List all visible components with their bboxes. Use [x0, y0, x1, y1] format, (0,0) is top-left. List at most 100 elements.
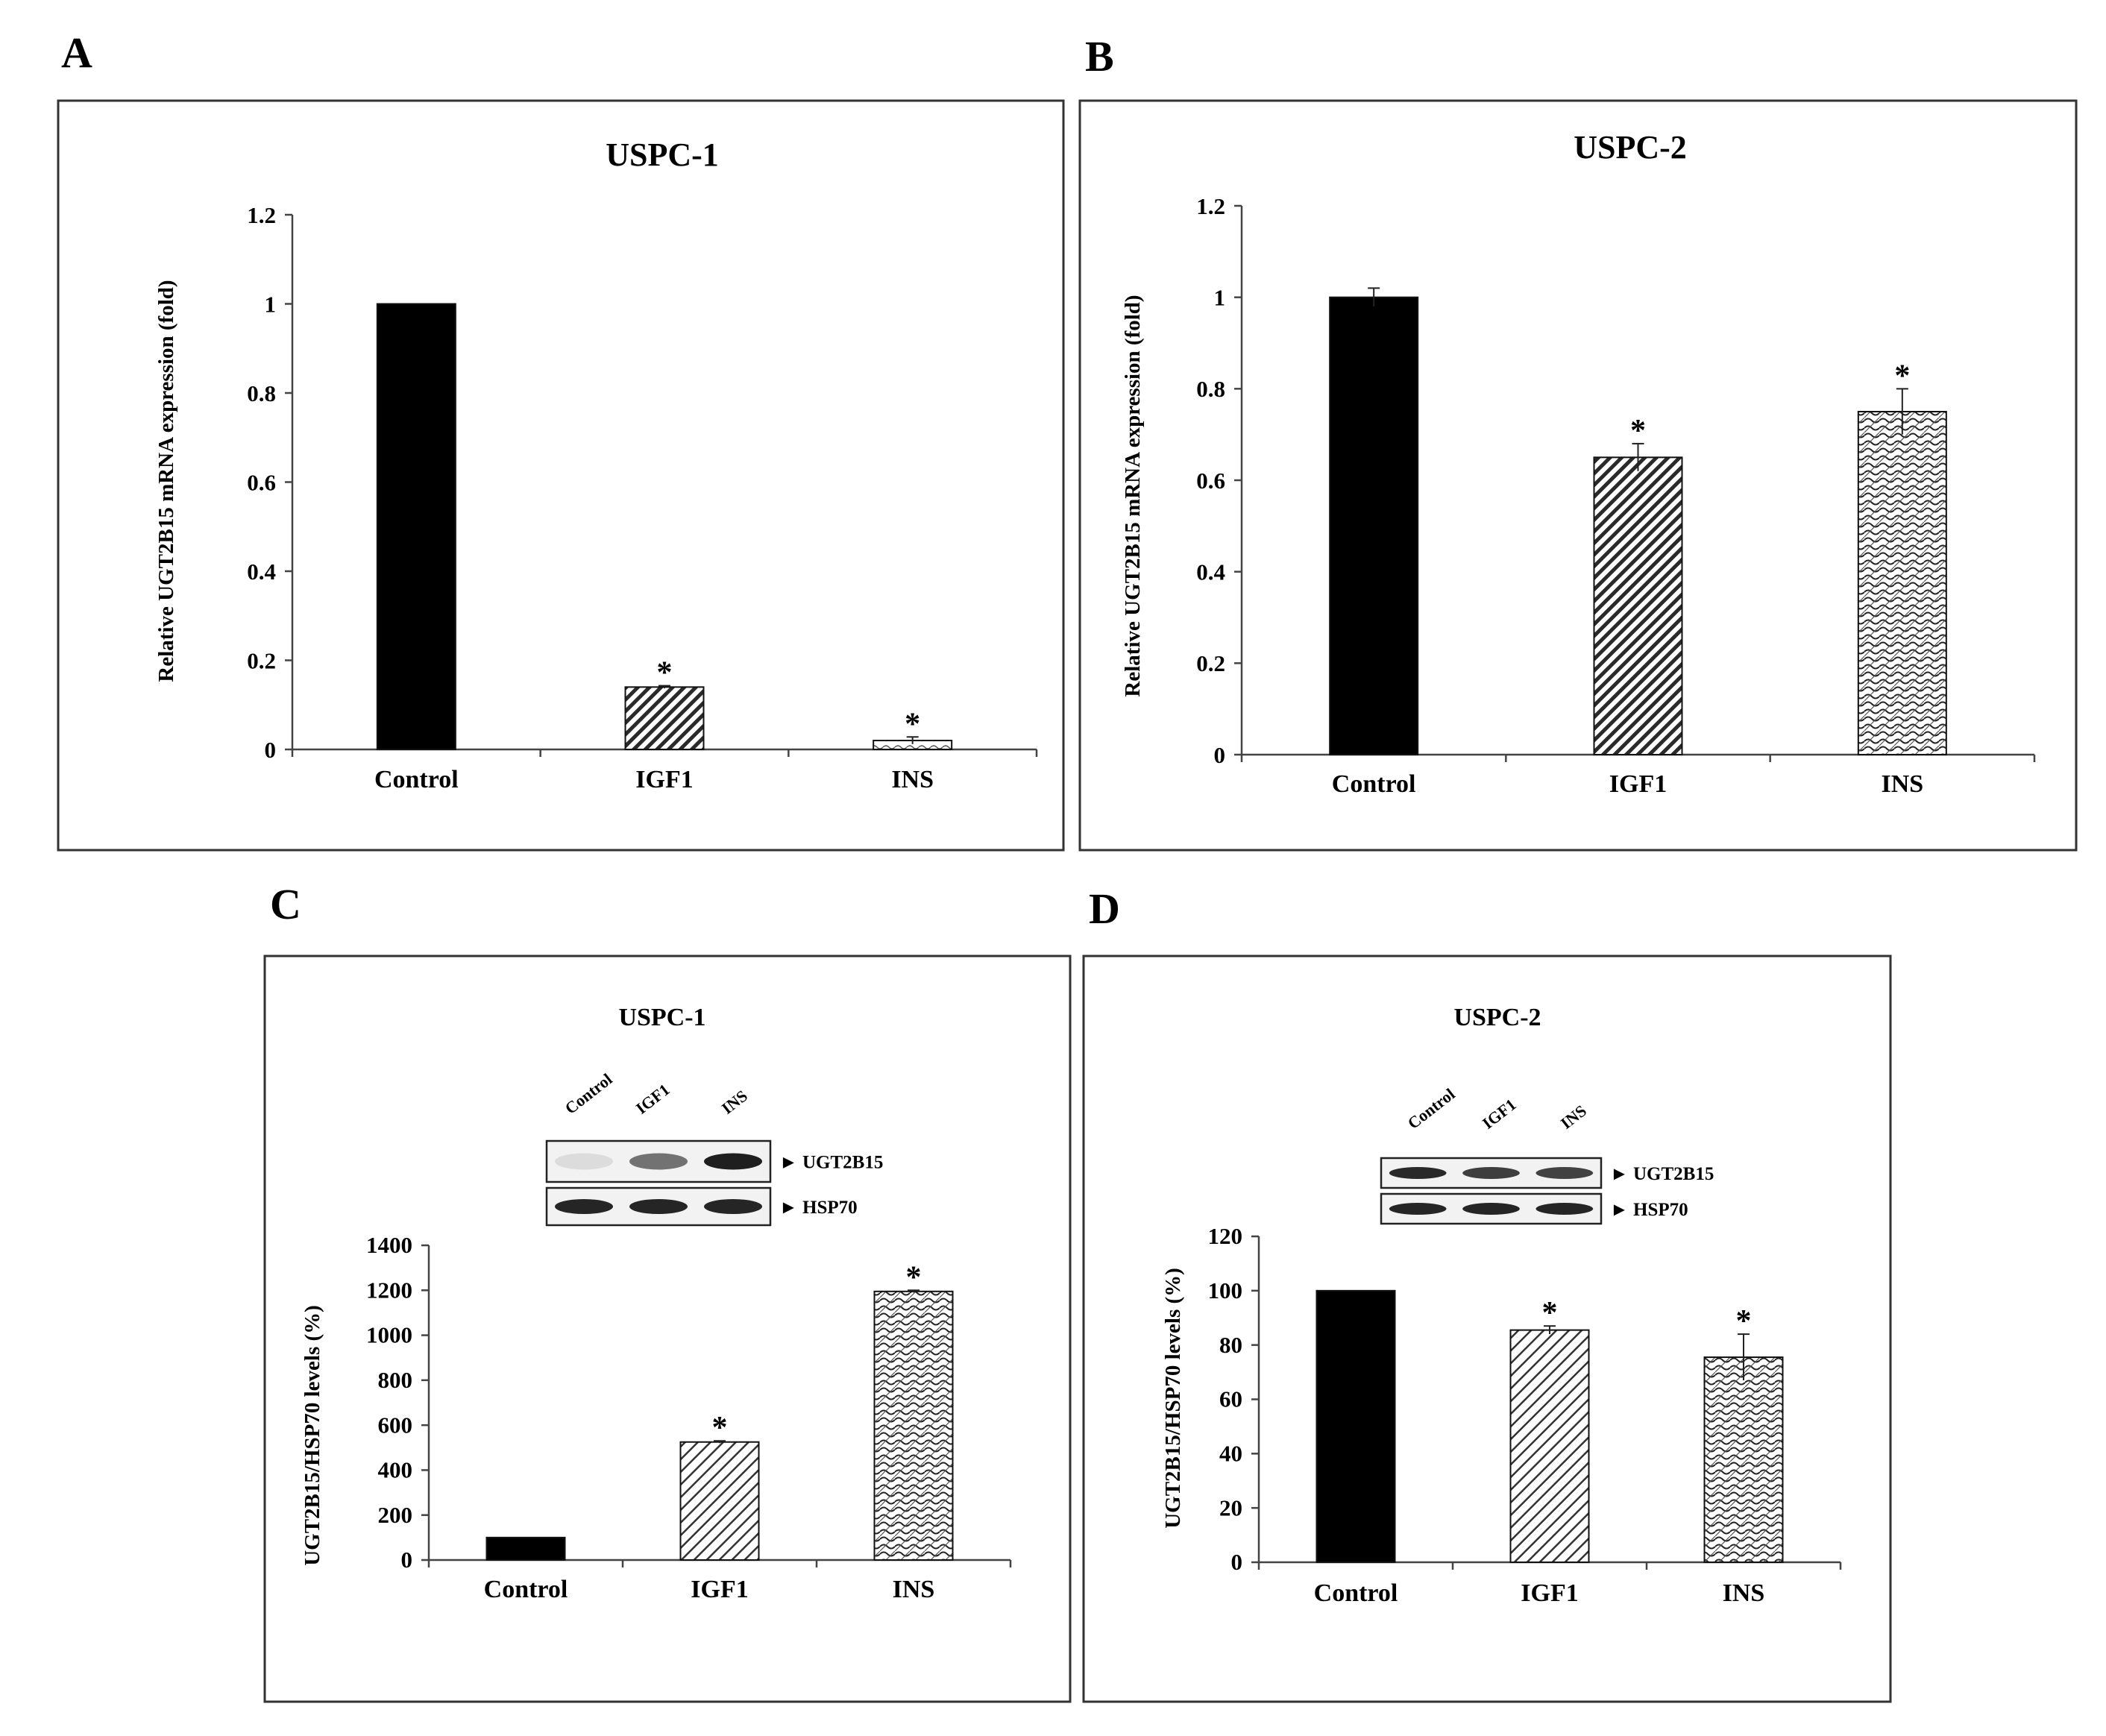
- blot-band-label: ► HSP70: [1610, 1200, 1688, 1220]
- y-tick-label: 1.2: [247, 202, 276, 228]
- blot-band: [555, 1153, 613, 1170]
- panel-letter-a: A: [61, 28, 92, 77]
- x-tick-label: INS: [891, 766, 934, 793]
- x-tick-label: Control: [1314, 1579, 1398, 1607]
- x-tick-label: Control: [1332, 770, 1416, 798]
- y-axis-label: Relative UGT2B15 mRNA expression (fold): [1121, 295, 1145, 696]
- y-tick-label: 600: [378, 1412, 413, 1438]
- significance-star: *: [1542, 1296, 1558, 1330]
- bar-control: [376, 303, 456, 750]
- significance-star: *: [657, 656, 673, 691]
- y-tick-label: 0.4: [247, 559, 276, 585]
- chart-panel-a: USPC-1 Relative UGT2B15 mRNA expression …: [154, 136, 1038, 793]
- y-tick-label: 0: [1214, 742, 1226, 768]
- bar-ins: [873, 1290, 954, 1561]
- y-tick-label: 0.2: [247, 647, 276, 673]
- blot-band: [1389, 1167, 1447, 1179]
- y-tick-label: 400: [378, 1457, 413, 1483]
- panel-letter-d: D: [1089, 884, 1120, 933]
- panel-frame-c: [263, 955, 1072, 1703]
- blot-band: [1462, 1203, 1520, 1215]
- x-tick-label: INS: [1723, 1579, 1765, 1607]
- y-tick-label: 120: [1208, 1223, 1243, 1249]
- y-tick-label: 80: [1219, 1332, 1242, 1358]
- y-tick-label: 1: [1214, 285, 1226, 311]
- bar-ins: [1703, 1356, 1784, 1564]
- y-tick-label: 0.2: [1196, 650, 1225, 676]
- y-tick-label: 1200: [366, 1277, 412, 1303]
- y-tick-label: 0.6: [1196, 468, 1225, 494]
- y-tick-label: 0: [401, 1547, 413, 1573]
- panel-frame-a: [57, 99, 1065, 852]
- significance-star: *: [905, 707, 920, 741]
- panel-letter-b: B: [1085, 32, 1114, 81]
- y-axis-label: UGT2B15/HSP70 levels (%): [301, 1305, 324, 1566]
- bar-igf1: [1593, 456, 1683, 755]
- y-axis-label: UGT2B15/HSP70 levels (%): [1161, 1268, 1185, 1529]
- y-tick-label: 60: [1219, 1386, 1242, 1412]
- blot-band-label: ► UGT2B15: [779, 1153, 883, 1173]
- blot-band: [1462, 1167, 1520, 1179]
- x-tick-label: IGF1: [1521, 1579, 1578, 1607]
- panel-frame-d: [1082, 955, 1892, 1703]
- blot-lane-label: IGF1: [1479, 1095, 1520, 1133]
- chart-title: USPC-1: [618, 1004, 705, 1031]
- y-axis-label: Relative UGT2B15 mRNA expression (fold): [154, 280, 178, 682]
- x-tick-label: IGF1: [635, 766, 693, 793]
- blot-lane-label: Control: [1404, 1084, 1459, 1133]
- significance-star: *: [1630, 414, 1646, 448]
- bar-igf1: [1509, 1329, 1590, 1563]
- panel-frame-b: [1078, 99, 2078, 852]
- x-tick-label: Control: [484, 1576, 568, 1603]
- western-blot: Control IGF1 INS ► UGT2B15 ► HSP70: [545, 1069, 883, 1227]
- y-tick-label: 100: [1208, 1277, 1243, 1303]
- y-tick-label: 40: [1219, 1440, 1242, 1466]
- y-tick-label: 20: [1219, 1494, 1242, 1520]
- blot-lane-label: IGF1: [632, 1080, 673, 1118]
- blot-lane-label: INS: [1557, 1101, 1590, 1133]
- panel-letter-c: C: [270, 880, 301, 928]
- chart-title: USPC-2: [1453, 1004, 1541, 1031]
- x-tick-label: Control: [374, 766, 459, 793]
- blot-lane-label: INS: [718, 1086, 751, 1118]
- blot-band: [1536, 1203, 1594, 1215]
- bar-igf1: [679, 1441, 760, 1561]
- bar-igf1: [624, 686, 705, 750]
- y-tick-label: 0: [1231, 1549, 1243, 1575]
- y-tick-label: 0.4: [1196, 559, 1225, 585]
- western-blot: Control IGF1 INS ► UGT2B15 ► HSP70: [1380, 1084, 1714, 1225]
- blot-lane-label: Control: [562, 1069, 616, 1118]
- blot-band: [1536, 1167, 1594, 1179]
- blot-band: [629, 1199, 688, 1214]
- y-tick-label: 800: [378, 1367, 413, 1393]
- chart-title: USPC-2: [1574, 129, 1687, 166]
- chart-title: USPC-1: [606, 136, 719, 173]
- significance-star: *: [712, 1411, 728, 1445]
- y-tick-label: 200: [378, 1502, 413, 1528]
- blot-band: [629, 1153, 688, 1170]
- x-tick-label: INS: [1881, 770, 1923, 798]
- blot-band-label: ► UGT2B15: [1610, 1164, 1714, 1184]
- significance-star: *: [1736, 1304, 1752, 1339]
- y-tick-label: 0: [265, 737, 277, 763]
- chart-panel-d: USPC-2 UGT2B15/HSP70 levels (%) Control I…: [1161, 1004, 1842, 1607]
- x-tick-label: IGF1: [691, 1576, 748, 1603]
- y-tick-label: 1: [265, 291, 277, 317]
- chart-panel-b: USPC-2 Relative UGT2B15 mRNA expression …: [1121, 129, 2036, 798]
- y-tick-label: 1400: [366, 1232, 412, 1258]
- blot-band: [704, 1153, 762, 1170]
- blot-band: [704, 1199, 762, 1214]
- bar-control: [1329, 296, 1419, 755]
- blot-band: [1389, 1203, 1447, 1215]
- x-tick-label: INS: [893, 1576, 935, 1603]
- blot-band: [555, 1199, 613, 1214]
- bar-control: [485, 1536, 566, 1562]
- y-tick-label: 0.6: [247, 469, 276, 495]
- blot-band-label: ► HSP70: [779, 1198, 858, 1218]
- significance-star: *: [1894, 359, 1910, 393]
- y-tick-label: 1000: [366, 1322, 412, 1348]
- y-tick-label: 0.8: [1196, 376, 1225, 402]
- chart-panel-c: USPC-1 UGT2B15/HSP70 levels (%) Control I…: [301, 1004, 1012, 1603]
- x-tick-label: IGF1: [1609, 770, 1667, 798]
